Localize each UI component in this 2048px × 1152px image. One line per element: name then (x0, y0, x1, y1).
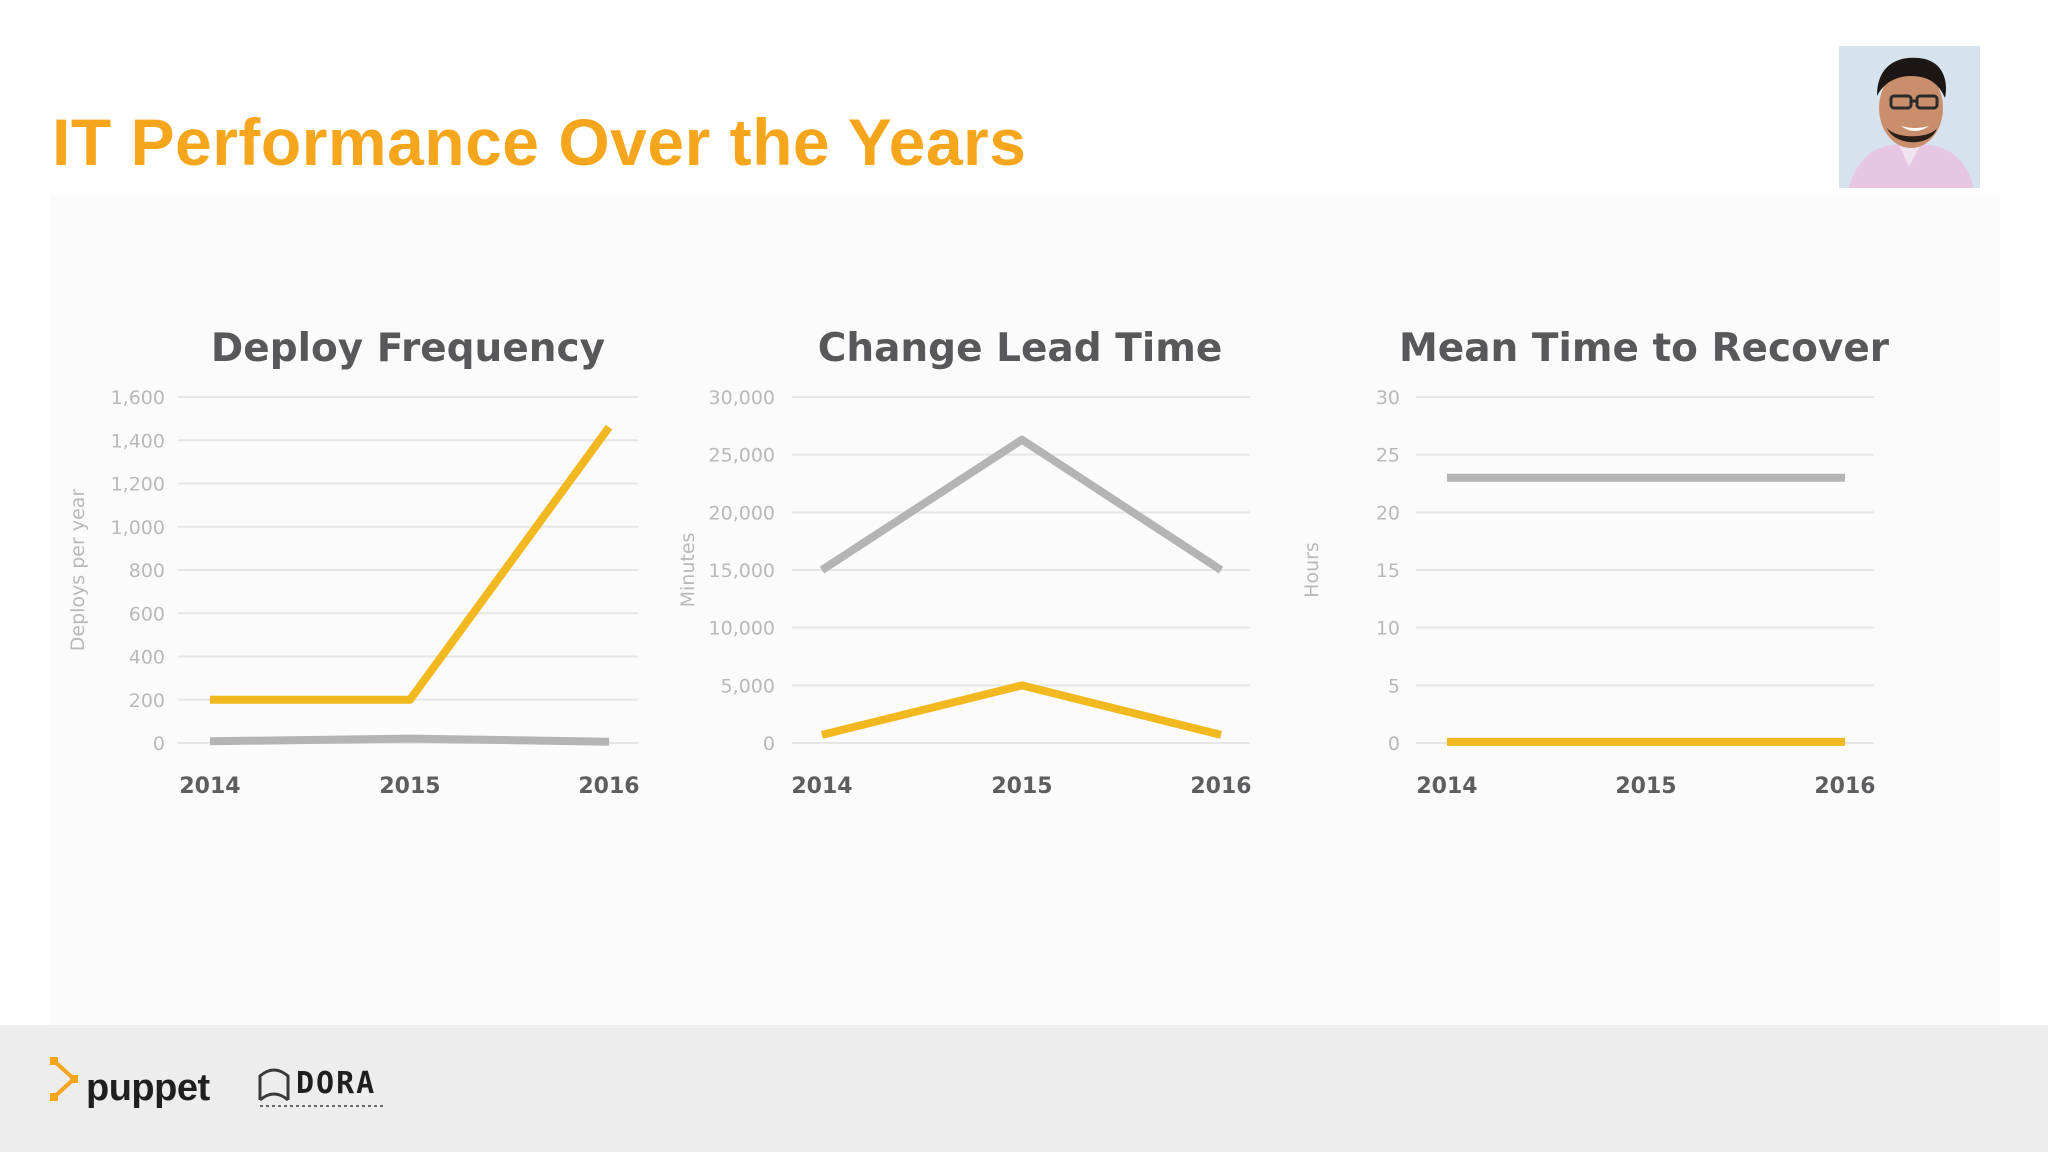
data-point (821, 569, 823, 571)
y-tick-label: 5 (1388, 675, 1400, 697)
y-tick-label: 1,600 (111, 387, 165, 409)
charts-panel: Deploy Frequency 0 200 400 600 800 1,000 1,200 1… (50, 195, 2000, 1025)
data-point (1446, 477, 1448, 479)
data-point (1645, 477, 1647, 479)
speaker-video-thumbnail (1839, 46, 1980, 188)
chart-title: Deploy Frequency (211, 326, 605, 371)
slide-title: IT Performance Over the Years (52, 105, 1027, 179)
data-point (1021, 439, 1023, 441)
line-chart-1: Deploy Frequency 0 200 400 600 800 1,000 1,200 1… (67, 326, 640, 799)
line-chart-3: Mean Time to Recover 0 5 10 15 20 25 30 Hours 201… (1301, 326, 1890, 799)
line-chart-2: Change Lead Time 0 5,000 10,000 15,000 20,000… (677, 326, 1252, 799)
data-point (209, 699, 211, 701)
data-point (1844, 741, 1846, 743)
line-charts: Deploy Frequency02004006008001,0001,2001… (67, 326, 1890, 799)
y-tick-label: 0 (763, 733, 775, 755)
y-tick-label: 1,200 (111, 474, 165, 496)
data-point (608, 426, 610, 428)
data-point (409, 699, 411, 701)
data-point (1021, 684, 1023, 686)
y-tick-label: 200 (129, 690, 165, 712)
data-point (1446, 741, 1448, 743)
y-tick-label: 30 (1376, 387, 1400, 409)
y-tick-label: 0 (153, 733, 165, 755)
data-point (1220, 569, 1222, 571)
x-tick-label: 2014 (1416, 774, 1477, 799)
speaker-avatar-icon (1839, 46, 1980, 188)
y-tick-label: 20,000 (709, 502, 775, 524)
y-tick-label: 25,000 (709, 445, 775, 467)
y-tick-label: 1,000 (111, 517, 165, 539)
y-axis-label: Deploys per year (67, 489, 89, 652)
chart-title: Mean Time to Recover (1399, 326, 1890, 371)
y-tick-label: 10,000 (709, 618, 775, 640)
y-tick-label: 1,400 (111, 430, 165, 452)
series-line (210, 424, 613, 704)
y-tick-label: 10 (1376, 618, 1400, 640)
data-point (1220, 734, 1222, 736)
dora-logo-icon (258, 1068, 386, 1107)
y-axis-label: Minutes (677, 533, 699, 608)
footer-bar (0, 1025, 2048, 1152)
puppet-logo-icon (50, 1057, 78, 1101)
series-line (209, 734, 610, 746)
x-tick-label: 2014 (791, 774, 852, 799)
x-tick-label: 2015 (991, 774, 1052, 799)
series-line (819, 435, 1224, 574)
data-point (209, 740, 211, 742)
y-tick-label: 20 (1376, 502, 1400, 524)
y-tick-label: 15 (1376, 560, 1400, 582)
data-point (1645, 741, 1647, 743)
data-point (1844, 477, 1846, 479)
x-tick-label: 2015 (379, 774, 440, 799)
y-tick-label: 15,000 (709, 560, 775, 582)
puppet-logo-text: puppet (86, 1067, 210, 1109)
data-point (821, 734, 823, 736)
y-tick-label: 0 (1388, 733, 1400, 755)
y-tick-label: 30,000 (709, 387, 775, 409)
y-tick-label: 25 (1376, 445, 1400, 467)
data-point (608, 741, 610, 743)
y-tick-label: 600 (129, 603, 165, 625)
data-point (409, 738, 411, 740)
series-line (821, 681, 1222, 739)
x-tick-label: 2014 (179, 774, 240, 799)
y-tick-label: 5,000 (721, 675, 775, 697)
y-tick-label: 800 (129, 560, 165, 582)
x-tick-label: 2016 (1814, 774, 1875, 799)
dora-logo-text: DORA (296, 1066, 377, 1101)
x-tick-label: 2015 (1615, 774, 1676, 799)
chart-title: Change Lead Time (818, 326, 1223, 371)
x-tick-label: 2016 (1190, 774, 1251, 799)
x-tick-label: 2016 (578, 774, 639, 799)
y-tick-label: 400 (129, 647, 165, 669)
y-axis-label: Hours (1301, 542, 1323, 598)
